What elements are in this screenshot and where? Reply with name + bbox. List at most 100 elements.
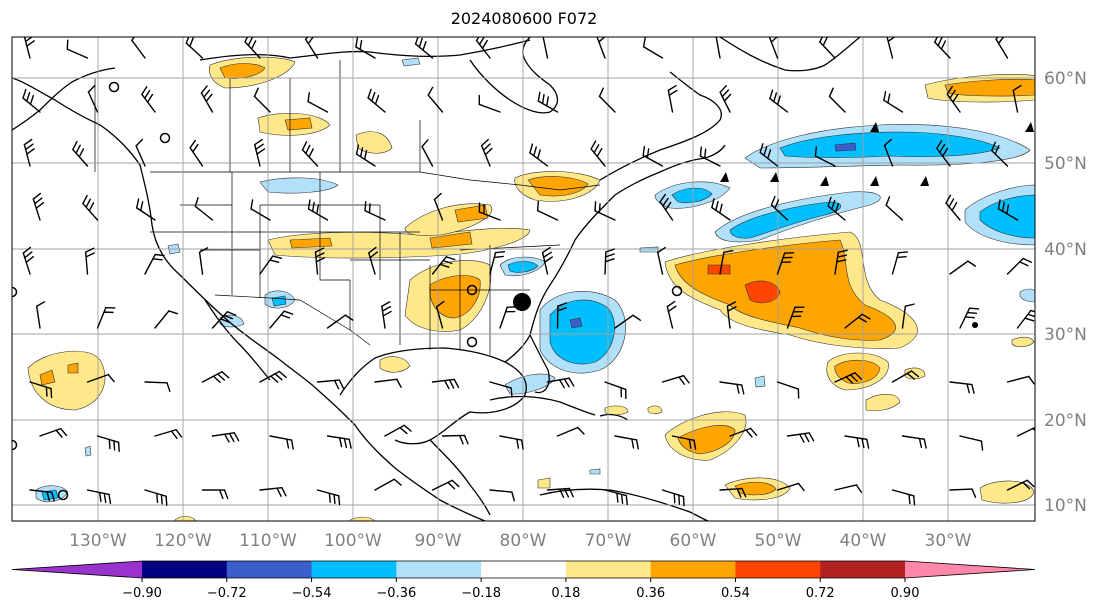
wind-barb (475, 37, 491, 59)
storm-center-marker (513, 293, 531, 311)
anomaly-positive-region (39, 369, 56, 386)
anomaly-negative-region (259, 177, 339, 194)
wind-barb (991, 141, 1009, 167)
wind-barb (135, 198, 156, 221)
anomaly-positive-region (944, 78, 1035, 97)
anomaly-negative-region (549, 299, 615, 365)
wind-barb (421, 139, 434, 167)
calm-circle (12, 286, 18, 298)
wind-barb (144, 253, 165, 275)
wind-barb (259, 255, 283, 275)
wind-barb (433, 192, 444, 221)
longitude-label: 130°W (69, 531, 127, 551)
wind-barb (949, 488, 977, 498)
wind-barb (23, 138, 35, 167)
wind-barb (901, 435, 927, 449)
colorbar-tick-label: 0.54 (721, 586, 750, 601)
wind-barb (32, 192, 45, 221)
wind-barb-pennant (920, 176, 929, 186)
anomaly-positive-region (527, 176, 589, 197)
wind-barb (250, 199, 271, 221)
colorbar-tick-label: 0.90 (891, 586, 920, 601)
wind-barb (364, 201, 386, 221)
wind-barb (269, 310, 294, 329)
wind-barb-pennant (720, 172, 729, 182)
wind-barb (997, 199, 1019, 221)
colorbar-segment (311, 561, 397, 578)
wind-barb (141, 86, 156, 113)
wind-barb (253, 87, 271, 113)
wind-barb (529, 143, 549, 167)
wind-barb (86, 373, 115, 383)
anomaly-negative-region (671, 187, 713, 204)
wind-barb (834, 249, 848, 275)
wind-barb (844, 435, 870, 449)
wind-barb (39, 427, 68, 438)
coastline-arctic (199, 39, 531, 61)
colorbar-under-triangle (12, 561, 142, 578)
coastline-north-america-west (12, 77, 486, 521)
wind-barb (253, 138, 266, 167)
wind-barb (556, 426, 585, 437)
wind-barb (604, 489, 628, 506)
wind-barb (355, 144, 376, 167)
anomaly-negative-region (729, 201, 841, 239)
wind-barb (671, 435, 697, 450)
wind-barb (144, 381, 171, 393)
anomaly-negative-region (979, 194, 1035, 239)
calm-circle (671, 285, 683, 297)
border-state (319, 232, 350, 281)
wind-barb (945, 194, 961, 221)
anomaly-positive-region (67, 362, 79, 374)
wind-barb (499, 306, 517, 329)
wind-barb (891, 489, 916, 506)
longitude-label: 110°W (239, 531, 297, 551)
wind-barb (301, 141, 319, 167)
wind-barb (96, 435, 120, 453)
anomaly-negative-region (639, 246, 659, 253)
longitude-label: 100°W (324, 531, 382, 551)
coastline-florida (504, 334, 550, 394)
anomaly-positive-region (174, 516, 197, 521)
wind-barb (22, 88, 41, 113)
wind-barb (1012, 84, 1022, 113)
wind-barb (1006, 479, 1035, 491)
colorbar-tick-label: −0.18 (461, 586, 501, 601)
calm-circle (12, 439, 18, 451)
calm-circle (159, 132, 171, 144)
anomaly-positive-region (429, 275, 481, 319)
coastline-baja (204, 299, 271, 381)
wind-barb (657, 246, 666, 275)
anomaly-positive-region (355, 131, 393, 154)
wind-barb (786, 306, 805, 329)
wind-barb (934, 37, 951, 59)
wind-barb (381, 301, 392, 329)
wind-barb (537, 91, 559, 113)
wind-barb (642, 37, 664, 59)
wind-barb (431, 256, 456, 275)
wind-barb (1006, 375, 1035, 385)
coastline-greenland (719, 37, 861, 72)
wind-barb (719, 249, 734, 275)
wind-barb (1016, 426, 1035, 437)
wind-barb (478, 94, 501, 113)
anomaly-positive-region (379, 356, 411, 373)
wind-barb-pennant (820, 176, 829, 186)
wind-barb (154, 429, 183, 439)
wind-barb (29, 489, 55, 502)
colorbar-over-triangle (905, 561, 1035, 578)
colorbar-tick-label: −0.72 (207, 586, 247, 601)
anomaly-positive-region (537, 477, 551, 489)
colorbar-segment (226, 561, 313, 578)
wind-barb (259, 487, 287, 497)
wind-barb (776, 381, 800, 399)
wind-barb (946, 85, 961, 113)
wind-barb (719, 487, 747, 498)
longitude-label: 40°W (840, 531, 887, 551)
wind-barb (326, 314, 354, 329)
longitude-label: 70°W (585, 531, 632, 551)
wind-barb (96, 306, 116, 329)
wind-barb (768, 37, 779, 59)
anomaly-positive-region (1011, 336, 1035, 348)
wind-barb (489, 381, 513, 398)
